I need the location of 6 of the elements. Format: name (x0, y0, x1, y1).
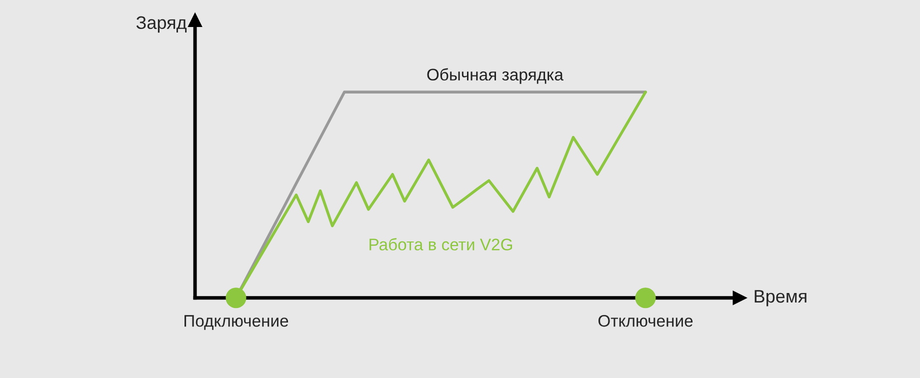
x-tick-label: Отключение (598, 314, 693, 327)
series-label: Работа в сети V2G (370, 238, 512, 250)
x-tick-label: Подключение (184, 315, 288, 330)
y-axis-title: Заряд (136, 16, 187, 33)
x-axis-title: Время (754, 290, 806, 306)
series-label: Обычная зарядка (427, 68, 564, 84)
